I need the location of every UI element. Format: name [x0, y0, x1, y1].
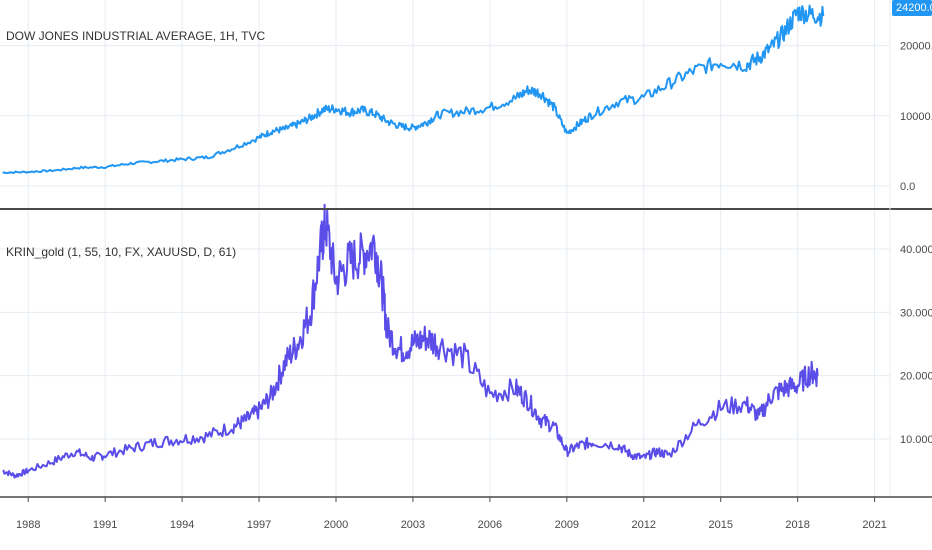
x-tick-label: 2015: [708, 519, 732, 531]
bottom-y-tick-label: 10.0000: [900, 434, 932, 446]
current-price-tag-label: 24200.0: [896, 2, 932, 14]
x-tick-label: 2000: [324, 519, 348, 531]
current-price-tag-bg: [892, 0, 932, 16]
x-tick-label: 2021: [862, 519, 886, 531]
top-y-tick-label: 0.0: [900, 181, 915, 193]
dow-series-line: [2, 4, 825, 175]
top-y-tick-label: 10000.0: [900, 111, 932, 123]
x-tick-label: 1991: [93, 519, 117, 531]
x-tick-label: 1994: [170, 519, 194, 531]
bottom-y-tick-label: 20.0000: [900, 371, 932, 383]
top-pane-title: DOW JONES INDUSTRIAL AVERAGE, 1H, TVC: [6, 29, 265, 43]
x-tick-label: 1988: [16, 519, 40, 531]
series-layer: [2, 4, 825, 479]
x-tick-label: 2009: [555, 519, 579, 531]
x-tick-label: 1997: [247, 519, 271, 531]
x-tick-label: 2006: [478, 519, 502, 531]
axis-layer: 20000.0 10000.0 0.0 40.0000 30.0000 20.0000 10…: [0, 0, 932, 531]
bottom-pane-title: KRIN_gold (1, 55, 10, FX, XAUUSD, D, 61): [6, 245, 236, 259]
x-tick-label: 2018: [785, 519, 809, 531]
x-tick-label: 2003: [401, 519, 425, 531]
bottom-y-tick-label: 40.0000: [900, 244, 932, 256]
gold-series-line: [2, 203, 819, 479]
current-price-tag: 24200.0: [892, 0, 932, 16]
bottom-y-tick-label: 30.0000: [900, 307, 932, 319]
grid-layer: [0, 0, 890, 497]
x-tick-label: 2012: [632, 519, 656, 531]
top-y-tick-label: 20000.0: [900, 41, 932, 53]
